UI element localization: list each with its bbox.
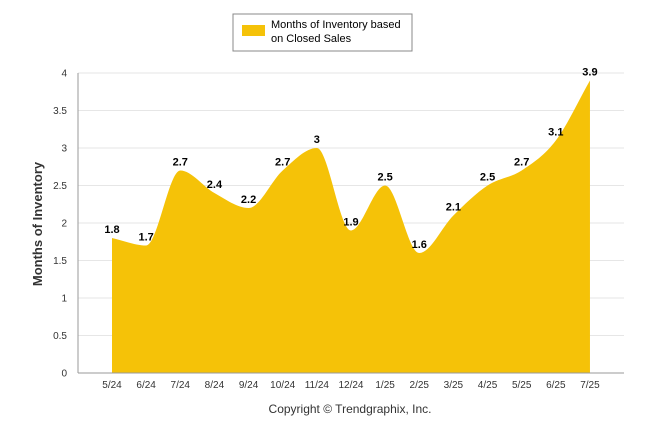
- data-label: 3.9: [582, 67, 597, 79]
- x-tick-label: 12/24: [338, 380, 363, 391]
- y-tick-label: 3.5: [53, 106, 67, 117]
- x-tick-label: 11/24: [305, 380, 330, 391]
- data-label: 1.9: [343, 217, 358, 229]
- legend-swatch: [242, 25, 265, 36]
- x-tick-label: 2/25: [410, 380, 430, 391]
- data-label: 2.7: [514, 157, 529, 169]
- legend-label-line2: on Closed Sales: [271, 33, 352, 45]
- x-tick-label: 5/25: [512, 380, 532, 391]
- y-axis-title: Months of Inventory: [30, 161, 45, 286]
- data-label: 2.1: [446, 202, 461, 214]
- y-tick-label: 1.5: [53, 256, 67, 267]
- y-tick-label: 2.5: [53, 181, 67, 192]
- x-tick-label: 7/24: [171, 380, 191, 391]
- x-tick-label: 10/24: [270, 380, 295, 391]
- x-tick-labels: 5/24 6/24 7/24 8/24 9/24 10/24 11/24 12/24 1/25 2…: [102, 380, 600, 391]
- x-tick-label: 5/24: [102, 380, 122, 391]
- x-tick-label: 9/24: [239, 380, 259, 391]
- data-label: 1.8: [104, 224, 119, 236]
- data-label: 3.1: [548, 127, 563, 139]
- data-labels: 1.8 1.7 2.7 2.4 2.2 2.7 3 1.9 2.5 1.6 2.1 2.5 2.7 3.1…: [104, 67, 597, 252]
- area-series: [112, 80, 590, 373]
- data-label: 1.6: [412, 239, 427, 251]
- legend-label-line1: Months of Inventory based: [271, 19, 401, 31]
- y-tick-labels: 0 0.5 1 1.5 2 2.5 3 3.5 4: [53, 69, 67, 380]
- y-tick-label: 3: [61, 144, 67, 155]
- x-tick-label: 6/24: [136, 380, 156, 391]
- x-tick-label: 7/25: [580, 380, 600, 391]
- data-label: 3: [314, 134, 320, 146]
- data-label: 2.7: [173, 157, 188, 169]
- legend: Months of Inventory based on Closed Sale…: [232, 13, 413, 52]
- x-tick-label: 3/25: [444, 380, 464, 391]
- x-tick-label: 1/25: [375, 380, 395, 391]
- copyright-footer: Copyright © Trendgraphix, Inc.: [269, 402, 432, 416]
- area-series-fill: [112, 80, 590, 373]
- data-label: 1.7: [138, 232, 153, 244]
- axes: [77, 73, 624, 374]
- data-label: 2.4: [207, 179, 223, 191]
- data-label: 2.5: [377, 172, 392, 184]
- x-tick-label: 4/25: [478, 380, 498, 391]
- y-tick-label: 0.5: [53, 331, 67, 342]
- y-tick-label: 4: [61, 69, 67, 80]
- y-tick-label: 2: [61, 219, 67, 230]
- data-label: 2.5: [480, 172, 495, 184]
- y-tick-label: 0: [61, 369, 67, 380]
- x-tick-label: 6/25: [546, 380, 566, 391]
- data-label: 2.2: [241, 194, 256, 206]
- y-tick-label: 1: [61, 294, 67, 305]
- data-label: 2.7: [275, 157, 290, 169]
- x-tick-label: 8/24: [205, 380, 225, 391]
